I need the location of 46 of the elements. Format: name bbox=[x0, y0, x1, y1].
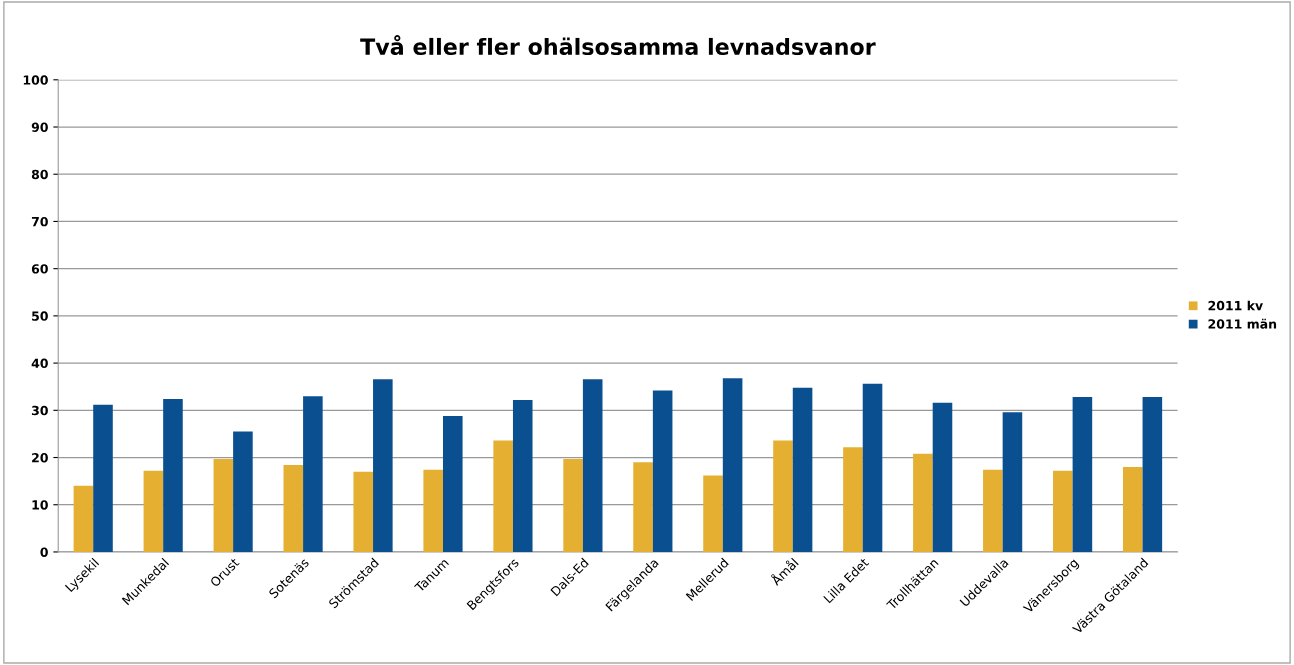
bar bbox=[442, 415, 463, 552]
bar bbox=[843, 447, 863, 552]
bar bbox=[773, 440, 793, 552]
bar bbox=[233, 431, 253, 552]
legend-label: 2011 män bbox=[1208, 318, 1277, 329]
bar bbox=[512, 399, 533, 552]
bar bbox=[1072, 397, 1093, 552]
bar bbox=[792, 387, 813, 552]
bar bbox=[652, 390, 673, 552]
bar bbox=[582, 379, 603, 552]
bar bbox=[1142, 397, 1163, 552]
bar bbox=[303, 396, 323, 552]
y-tick-label: 60 bbox=[31, 264, 48, 274]
bar bbox=[143, 470, 164, 552]
y-tick-label: 40 bbox=[31, 358, 48, 369]
y-tick-label: 0 bbox=[40, 547, 48, 557]
bar bbox=[913, 453, 933, 552]
y-tick-label: 10 bbox=[32, 500, 48, 510]
bar bbox=[283, 465, 304, 552]
y-tick-label: 80 bbox=[31, 169, 48, 180]
bar bbox=[862, 383, 883, 552]
bar bbox=[1002, 412, 1023, 552]
bar bbox=[722, 378, 743, 552]
y-tick-label: 20 bbox=[32, 452, 48, 463]
bar bbox=[633, 462, 653, 552]
y-tick-label: 100 bbox=[23, 75, 48, 85]
bar bbox=[932, 402, 953, 552]
bar bbox=[213, 458, 234, 552]
bar bbox=[353, 471, 374, 552]
legend-label: 2011 kv bbox=[1208, 300, 1263, 311]
bar bbox=[93, 404, 113, 552]
bar bbox=[563, 458, 583, 552]
bar bbox=[1122, 466, 1143, 552]
y-tick-label: 70 bbox=[31, 216, 48, 227]
bar bbox=[423, 469, 443, 552]
y-tick-label: 50 bbox=[32, 311, 48, 321]
chart-title: Två eller fler ohälsosamma levnadsvanor bbox=[360, 35, 876, 56]
bar bbox=[1053, 470, 1073, 552]
bar bbox=[983, 469, 1003, 552]
y-tick-label: 30 bbox=[31, 405, 48, 416]
bar bbox=[373, 379, 393, 552]
bar bbox=[163, 398, 183, 552]
bar bbox=[703, 475, 723, 552]
bar bbox=[73, 485, 94, 552]
y-tick-label: 90 bbox=[31, 122, 48, 132]
bar bbox=[493, 440, 513, 552]
